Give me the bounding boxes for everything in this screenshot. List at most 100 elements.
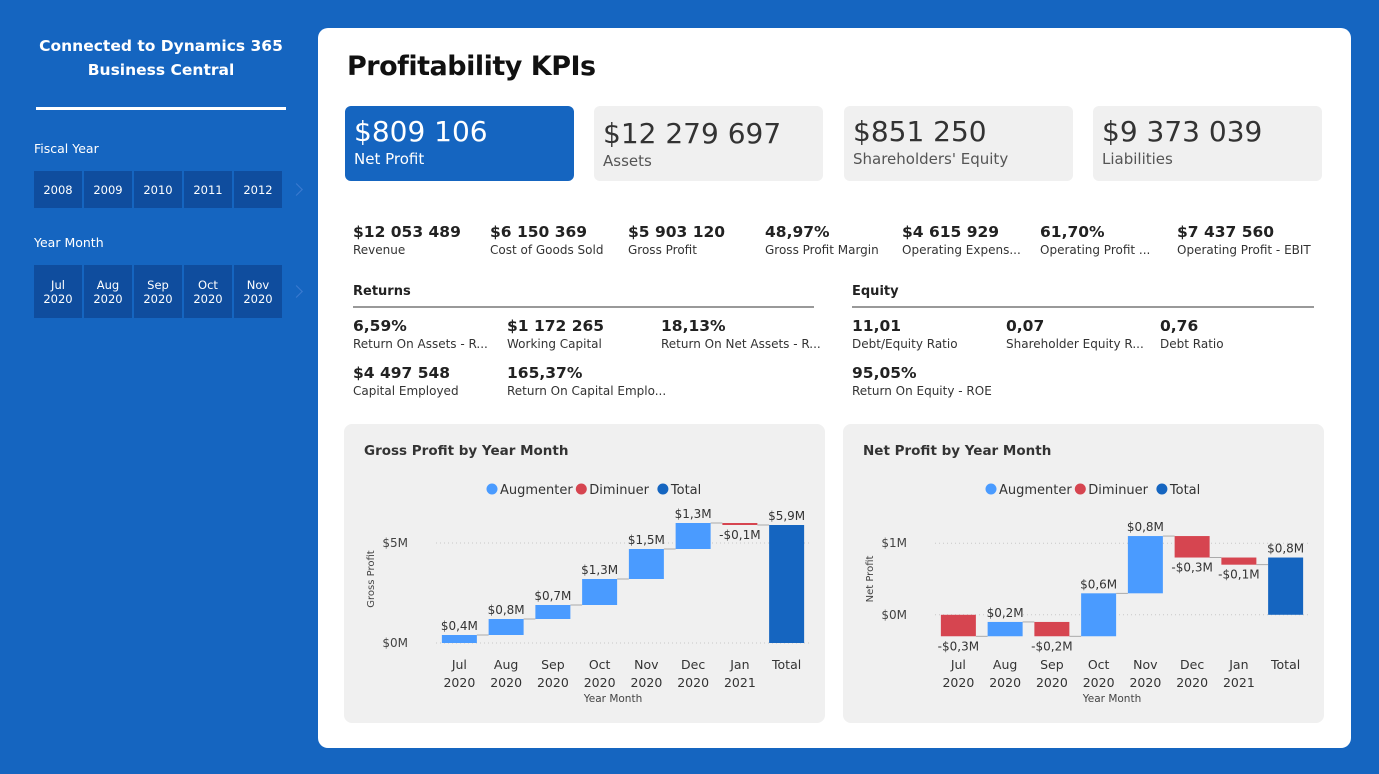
x-tick-label: Dec [1180,657,1204,672]
fiscal-year-option-2012[interactable]: 2012 [234,171,282,208]
kpi-return-on-net-assets: 18,13% Return On Net Assets - R... [661,316,821,352]
bar-4 [1127,536,1163,594]
fiscal-year-label: Fiscal Year [34,141,99,156]
year-month-option-oct-2020[interactable]: Oct 2020 [184,265,232,318]
bar-0 [441,635,477,643]
legend-marker-augmenter [985,483,997,495]
card-value: $809 106 [354,115,488,148]
x-tick-label: 2020 [1083,675,1115,690]
x-tick-label: 2020 [677,675,709,690]
page-title: Profitability KPIs [347,51,596,82]
kpi-cost-of-goods-sold: $6 150 369 Cost of Goods Sold [490,222,618,258]
kpi-label: Return On Capital Emplo... [507,384,667,398]
net-profit-chart-panel[interactable]: Net Profit by Year Month Augmenter Diminu… [843,424,1324,723]
card-value: $851 250 [853,115,987,148]
gross-profit-chart-panel[interactable]: Gross Profit by Year Month Augmenter Dimi… [344,424,825,723]
y-tick-label: $0M [881,608,907,622]
bar-6 [1221,557,1257,565]
year-month-option-jul-2020[interactable]: Jul 2020 [34,265,82,318]
fiscal-year-next-icon[interactable] [290,183,303,196]
card-label: Net Profit [354,150,425,168]
equity-section-title: Equity [852,284,899,299]
kpi-label: Revenue [353,243,406,257]
data-label: $1,3M [581,563,618,577]
kpi-label: Debt/Equity Ratio [852,337,958,351]
bar-4 [628,549,664,579]
kpi-label: Operating Profit - EBIT [1177,243,1311,257]
legend-label-diminuer: Diminuer [1088,483,1148,498]
legend-label-augmenter: Augmenter [999,483,1072,498]
kpi-value: $5 903 120 [628,223,726,241]
net-profit-card[interactable]: $809 106 Net Profit [345,106,574,181]
kpi-label: Capital Employed [353,384,459,398]
kpi-debt-ratio: 0,76 Debt Ratio [1160,316,1310,352]
kpi-operating-expenses: $4 615 929 Operating Expens... [902,222,1030,258]
data-label: $0,8M [1267,542,1304,556]
assets-card[interactable]: $12 279 697 Assets [594,106,823,181]
data-label: $0,6M [1080,577,1117,591]
chart-title: Gross Profit by Year Month [364,443,569,459]
card-label: Shareholders' Equity [853,150,1009,168]
chart-title: Net Profit by Year Month [863,443,1052,459]
data-label: $0,2M [987,606,1024,620]
legend-marker-diminuer [575,483,587,495]
x-tick-label: Jan [1228,657,1248,672]
data-label: $1,5M [628,533,665,547]
returns-section-title: Returns [353,284,411,299]
fiscal-year-option-2009[interactable]: 2009 [84,171,132,208]
kpi-label: Operating Profit ... [1040,243,1151,257]
kpi-gross-profit-margin: 48,97% Gross Profit Margin [765,222,893,258]
legend-label-total: Total [670,483,701,498]
kpi-return-on-equity: 95,05% Return On Equity - ROE [852,363,1022,399]
y-tick-label: $5M [382,536,408,550]
kpi-value: $4 615 929 [902,223,1000,241]
report-canvas: Profitability KPIs $809 106 Net Profit $… [318,28,1351,748]
kpi-working-capital: $1 172 265 Working Capital [507,316,657,352]
net-profit-waterfall-chart: Augmenter Diminuer Total $0M $1M Net Profit -$… [865,483,1309,705]
kpi-value: 0,76 [1160,317,1199,335]
x-tick-label: 2020 [942,675,974,690]
card-label: Liabilities [1102,150,1173,168]
x-tick-label: Oct [1088,657,1110,672]
x-tick-label: Total [771,657,801,672]
kpi-value: 6,59% [353,317,407,335]
kpi-value: 11,01 [852,317,902,335]
x-tick-label: Nov [634,657,659,672]
fiscal-year-option-2008[interactable]: 2008 [34,171,82,208]
data-label: $1,3M [675,507,712,521]
data-label: $0,4M [441,619,478,633]
legend-marker-augmenter [486,483,498,495]
kpi-value: $6 150 369 [490,223,588,241]
x-tick-label: Jul [950,657,966,672]
fiscal-year-option-2010[interactable]: 2010 [134,171,182,208]
data-label: $5,9M [768,509,805,523]
x-tick-label: 2020 [1176,675,1208,690]
x-tick-label: 2020 [1129,675,1161,690]
year-month-option-sep-2020[interactable]: Sep 2020 [134,265,182,318]
data-label: -$0,1M [719,528,760,542]
shareholders-equity-card[interactable]: $851 250 Shareholders' Equity [844,106,1073,181]
y-tick-label: $1M [881,536,907,550]
bar-0 [940,614,976,637]
kpi-value: 165,37% [507,364,583,382]
liabilities-card[interactable]: $9 373 039 Liabilities [1093,106,1322,181]
x-tick-label: 2021 [1223,675,1255,690]
data-label: $0,7M [534,589,571,603]
data-label: -$0,3M [938,639,979,653]
legend-marker-total [1156,483,1168,495]
kpi-return-on-assets: 6,59% Return On Assets - R... [353,316,503,352]
kpi-label: Debt Ratio [1160,337,1224,351]
kpi-value: 18,13% [661,317,726,335]
year-month-option-aug-2020[interactable]: Aug 2020 [84,265,132,318]
y-axis-label: Net Profit [865,556,876,603]
year-month-option-nov-2020[interactable]: Nov 2020 [234,265,282,318]
x-tick-label: Aug [993,657,1017,672]
kpi-value: 95,05% [852,364,917,382]
kpi-capital-employed: $4 497 548 Capital Employed [353,363,503,399]
fiscal-year-option-2011[interactable]: 2011 [184,171,232,208]
x-tick-label: 2021 [724,675,756,690]
bar-2 [1034,621,1070,637]
kpi-label: Working Capital [507,337,602,351]
year-month-next-icon[interactable] [290,285,303,298]
kpi-label: Cost of Goods Sold [490,243,604,257]
